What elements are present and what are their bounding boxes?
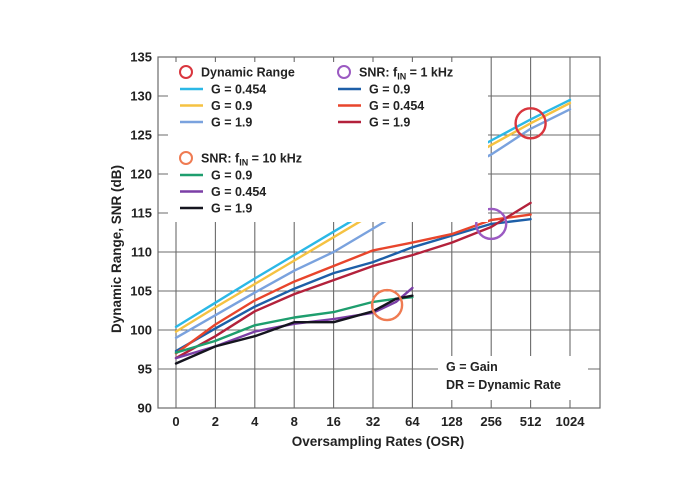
x-axis-title: Oversampling Rates (OSR) [292,434,465,449]
y-tick-label: 130 [130,89,152,104]
x-tick-label: 64 [405,414,420,429]
note-text: G = Gain [446,360,498,374]
x-tick-label: 512 [520,414,542,429]
note-text: DR = Dynamic Rate [446,378,561,392]
legend-marker-dr [179,65,193,79]
series-line-dr-g-1-9 [174,108,572,339]
series-line-snr1k-g-0-9 [174,217,532,353]
legend-entry-label: G = 0.9 [211,99,252,113]
series-line-snr1k-g-1-9 [174,201,532,360]
legend-marker-snr10k [179,151,193,165]
legend-entry-label: G = 0.9 [369,83,410,97]
legend-title-dr: Dynamic Range [201,66,295,80]
x-tick-label: 0 [172,414,179,429]
y-tick-label: 90 [138,401,152,416]
highlight-circle-snr1k [475,207,508,241]
y-tick-label: 105 [130,284,152,299]
x-tick-label: 1024 [556,414,586,429]
series-line-snr1k-g-0-454 [174,213,532,355]
y-axis-title: Dynamic Range, SNR (dB) [109,165,124,333]
highlight-circle-dr [514,107,547,140]
y-tick-label: 125 [130,128,152,143]
legend-title-snr10k: SNR: fIN = 10 kHz [201,152,302,168]
legend-marker-snr1k [337,65,351,79]
y-tick-label: 135 [130,50,152,65]
y-tick-label: 115 [131,206,152,221]
notes-background [438,356,588,400]
y-tick-label: 95 [138,362,152,377]
y-tick-label: 120 [130,167,152,182]
x-tick-label: 128 [441,414,463,429]
series-line-snr10k-g-0-9 [174,296,414,354]
legend: Dynamic Range G = 0.454 G = 0.9 G = 1.9 SNR:… [168,62,488,222]
notes: G = Gain DR = Dynamic Rate [438,356,588,400]
x-tick-label: 4 [251,414,259,429]
legend-entry-label: G = 1.9 [211,116,252,130]
legend-entry-label: G = 1.9 [211,202,252,216]
axes: 90 95 100 105 110 115 120 125 130 135 0 2 4 8 16 32 64 12… [130,50,585,430]
legend-entry-label: G = 0.454 [369,99,424,113]
x-tick-label: 32 [366,414,380,429]
series-line-snr10k-g-1-9 [174,294,414,365]
highlight-circle-snr10k [370,288,404,322]
legend-entry-label: G = 0.454 [211,185,266,199]
legend-background [168,62,488,222]
x-tick-label: 8 [291,414,298,429]
x-tick-label: 256 [480,414,502,429]
highlight-circles [370,107,547,322]
x-tick-label: 2 [212,414,219,429]
y-tick-label: 100 [130,323,152,338]
legend-entry-label: G = 1.9 [369,116,410,130]
legend-entry-label: G = 0.454 [211,83,266,97]
plot-frame [157,56,601,409]
legend-title-snr1k: SNR: fIN = 1 kHz [359,66,453,82]
x-tick-label: 16 [326,414,340,429]
legend-entry-label: G = 0.9 [211,169,252,183]
y-tick-label: 110 [131,245,152,260]
